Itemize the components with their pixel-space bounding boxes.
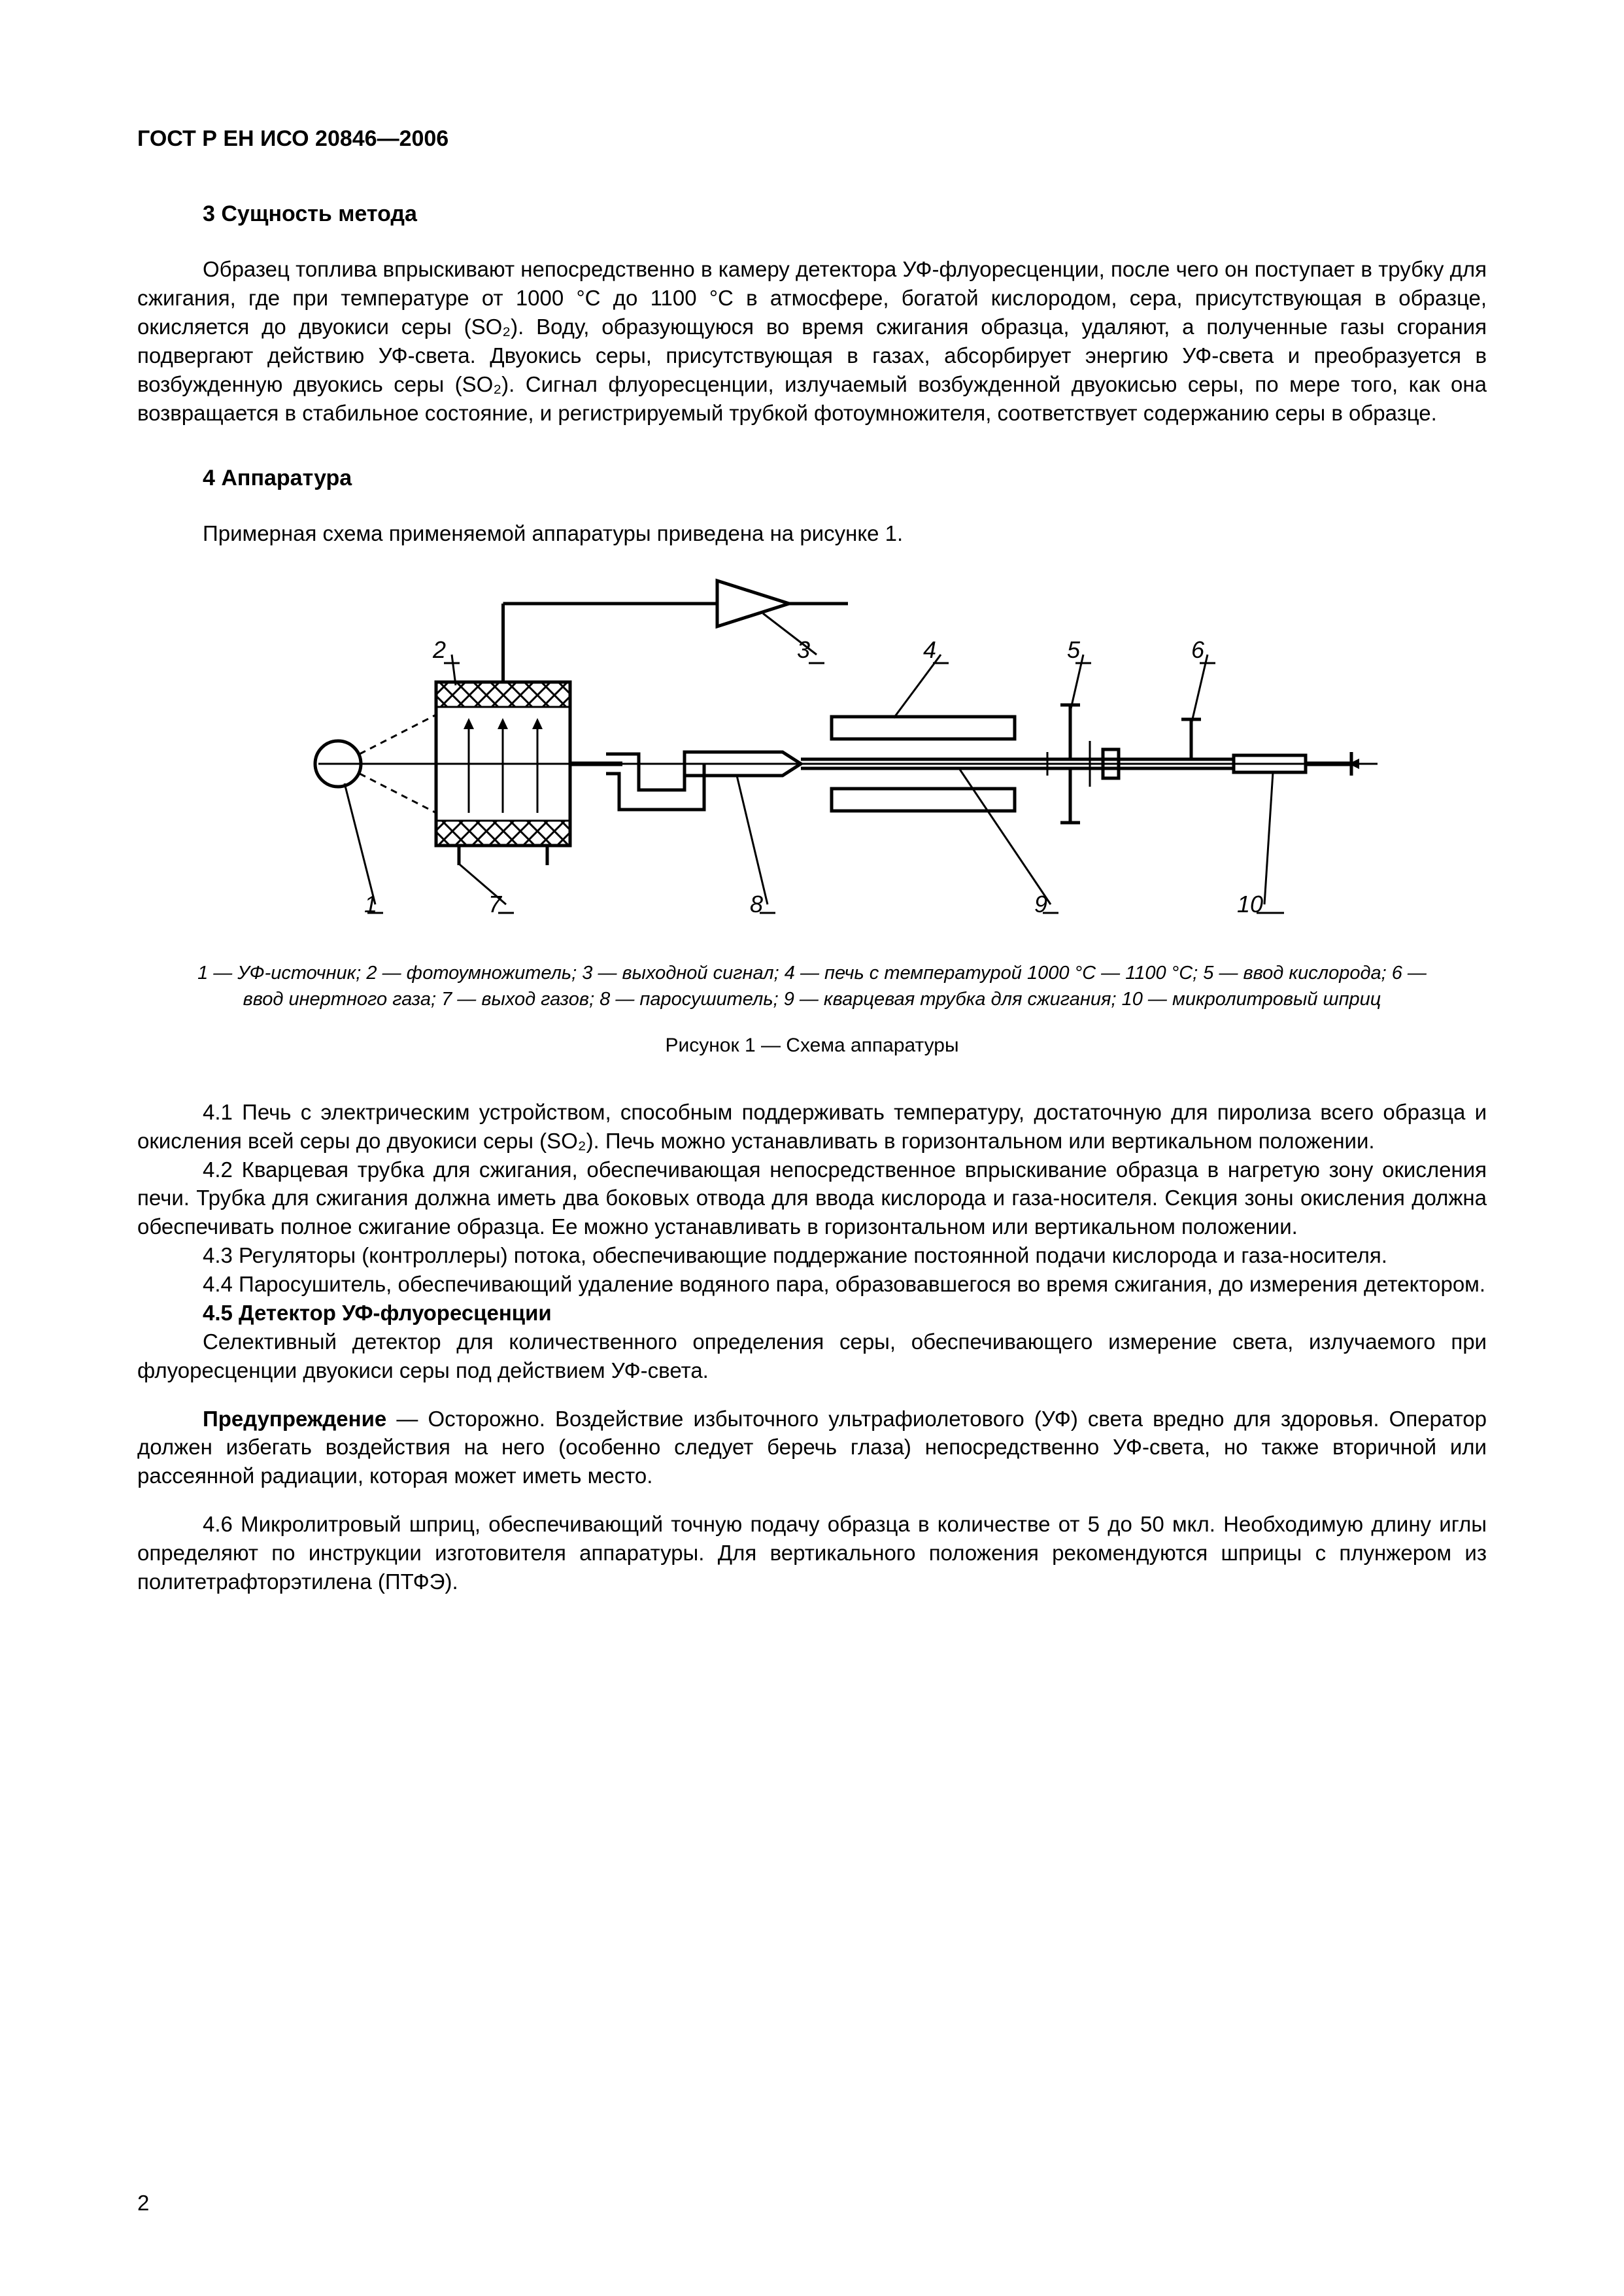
svg-text:3: 3 bbox=[797, 636, 810, 663]
page: ГОСТ Р ЕН ИСО 20846—2006 3 Сущность мето… bbox=[0, 0, 1624, 2296]
p-4-4: 4.4 Паросушитель, обеспечивающий удалени… bbox=[137, 1270, 1487, 1299]
section-3-heading: 3 Сущность метода bbox=[137, 199, 1487, 229]
figure-1-legend: 1 — УФ-источник; 2 — фотоумножитель; 3 —… bbox=[191, 960, 1433, 1013]
figure-1: 12345678910 bbox=[137, 568, 1487, 934]
figure-1-svg: 12345678910 bbox=[240, 568, 1384, 934]
svg-text:6: 6 bbox=[1191, 636, 1205, 663]
section-3-body: Образец топлива впрыскивают непосредстве… bbox=[137, 255, 1487, 427]
warning-label: Предупреждение bbox=[203, 1407, 386, 1431]
p-4-5-head: 4.5 Детектор УФ-флуоресценции bbox=[137, 1299, 1487, 1328]
figure-1-caption: Рисунок 1 — Схема аппаратуры bbox=[137, 1033, 1487, 1059]
figure-1-legend-text: 1 — УФ-источник; 2 — фотоумножитель; 3 —… bbox=[197, 963, 1427, 1010]
p-4-1: 4.1 Печь с электрическим устройством, сп… bbox=[137, 1098, 1487, 1156]
svg-text:2: 2 bbox=[432, 636, 446, 663]
section-4-heading: 4 Аппаратура bbox=[137, 464, 1487, 493]
warning: Предупреждение — Осторожно. Воздействие … bbox=[137, 1405, 1487, 1491]
p-4-2: 4.2 Кварцевая трубка для сжигания, обесп… bbox=[137, 1156, 1487, 1242]
svg-text:4: 4 bbox=[923, 636, 936, 663]
p-4-3: 4.3 Регуляторы (контроллеры) потока, обе… bbox=[137, 1241, 1487, 1270]
p-4-5-head-text: 4.5 Детектор УФ-флуоресценции bbox=[203, 1301, 552, 1325]
svg-text:5: 5 bbox=[1067, 636, 1081, 663]
document-id: ГОСТ Р ЕН ИСО 20846—2006 bbox=[137, 124, 1487, 154]
p-4-5-body: Селективный детектор для количественного… bbox=[137, 1328, 1487, 1385]
p-4-6: 4.6 Микролитровый шприц, обеспечивающий … bbox=[137, 1510, 1487, 1596]
page-number: 2 bbox=[137, 2189, 149, 2218]
section-4-intro: Примерная схема применяемой аппаратуры п… bbox=[137, 519, 1487, 548]
